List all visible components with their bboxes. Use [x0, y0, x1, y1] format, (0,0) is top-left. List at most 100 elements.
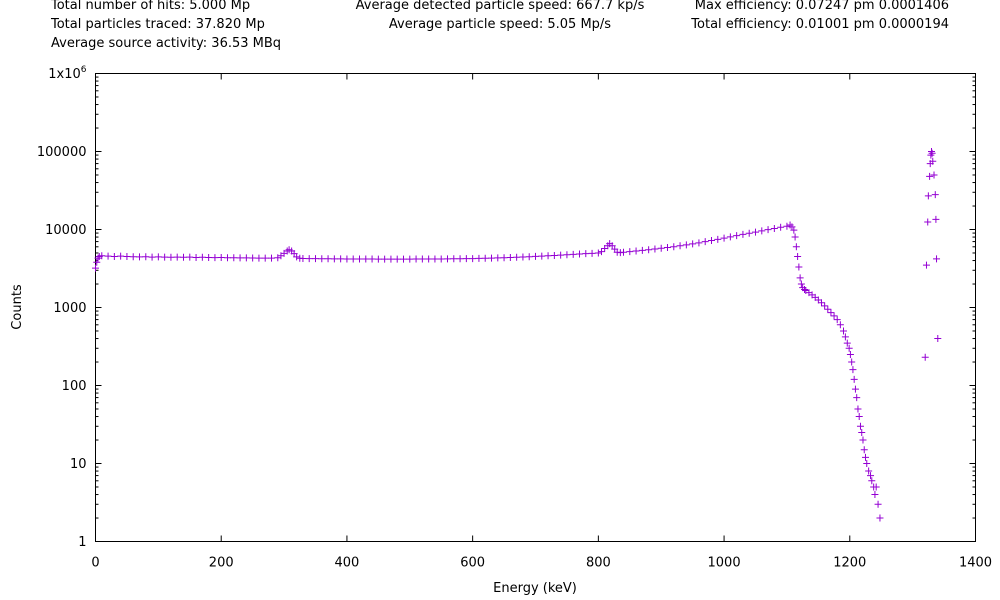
data-point [519, 253, 527, 261]
data-point [343, 255, 351, 263]
data-point [868, 477, 876, 485]
data-point [682, 241, 690, 249]
data-point [425, 255, 433, 263]
y-tick-label: 10000 [45, 223, 86, 238]
data-point [94, 254, 102, 262]
data-point [827, 309, 835, 317]
data-point [594, 249, 602, 257]
stats-center: Average detected particle speed: 667.7 k… [356, 0, 645, 34]
data-point [312, 255, 319, 263]
y-axis-label: Counts [10, 284, 25, 330]
data-point [110, 253, 118, 261]
data-point [924, 218, 932, 226]
data-point [670, 243, 678, 251]
data-point [720, 234, 728, 242]
data-point [93, 258, 101, 266]
data-point [758, 227, 766, 235]
data-point [926, 172, 934, 180]
data-point [205, 253, 213, 261]
axis-tick-labels: 0 200 400 600 800 1000 1200 1400 1 10 100 1000 10000… [37, 65, 992, 571]
data-point [786, 221, 794, 229]
y-tick-label: 10 [70, 457, 87, 472]
data-point [929, 157, 937, 165]
data-point [849, 366, 857, 374]
data-point [922, 261, 930, 269]
stats-right: Max efficiency: 0.07247 pm 0.0001406 Tot… [691, 0, 949, 34]
data-point [538, 252, 546, 260]
data-point [437, 255, 445, 263]
data-point [695, 239, 703, 247]
data-point [833, 316, 841, 324]
data-point [525, 253, 533, 261]
data-point [840, 327, 847, 335]
data-point [845, 344, 853, 352]
y-tick-label: 100000 [37, 145, 87, 160]
data-point [324, 255, 332, 263]
data-point [792, 243, 800, 251]
data-point [349, 255, 357, 263]
data-point [305, 255, 313, 263]
data-point [557, 251, 565, 259]
data-point [142, 253, 150, 261]
data-point [927, 151, 935, 159]
data-point [854, 405, 862, 413]
y-tick-label: 100 [62, 379, 87, 394]
data-point [931, 191, 939, 199]
source-activity-text: Average source activity: 36.53 MBq [51, 36, 282, 51]
data-point [274, 254, 282, 262]
y-tick-label: 1000 [53, 301, 86, 316]
data-point [598, 248, 605, 256]
data-point [261, 254, 269, 262]
data-point [469, 255, 477, 263]
data-point [818, 299, 825, 307]
data-point [858, 428, 866, 436]
data-point [777, 223, 785, 231]
data-point [161, 253, 169, 261]
data-point [381, 255, 389, 263]
data-point [136, 253, 143, 261]
data-point [456, 255, 464, 263]
data-point [242, 254, 250, 262]
data-point [431, 255, 439, 263]
data-point [368, 255, 376, 263]
data-point [236, 254, 244, 262]
data-point [544, 252, 552, 260]
data-point [796, 274, 804, 282]
data-point [488, 254, 495, 262]
data-point [874, 500, 882, 508]
x-tick-label: 800 [586, 556, 611, 571]
data-point [148, 253, 156, 261]
data-point [412, 255, 420, 263]
data-point [859, 436, 867, 444]
data-point [932, 215, 940, 223]
data-point [934, 335, 942, 343]
data-point [752, 228, 759, 236]
data-point [863, 460, 871, 467]
data-point [867, 472, 875, 480]
data-point [862, 453, 869, 461]
data-point [268, 254, 275, 262]
particle-speed-text: Average particle speed: 5.05 Mp/s [388, 17, 612, 32]
data-point [794, 253, 802, 261]
data-point [657, 244, 665, 252]
data-point [475, 254, 483, 262]
data-point [500, 254, 508, 262]
data-point [444, 255, 451, 263]
data-point [117, 252, 125, 260]
data-point [850, 375, 858, 383]
data-point [167, 253, 175, 261]
data-point [788, 223, 796, 231]
data-point [664, 243, 671, 251]
data-point [550, 251, 558, 259]
data-point [576, 250, 583, 258]
data-point [362, 255, 370, 263]
data-point [928, 149, 936, 157]
data-point [795, 263, 803, 271]
data-point [714, 235, 722, 243]
data-point [318, 255, 326, 263]
data-point [783, 222, 791, 230]
data-point [104, 252, 112, 260]
x-tick-label: 1000 [708, 556, 741, 571]
data-point [872, 483, 880, 491]
